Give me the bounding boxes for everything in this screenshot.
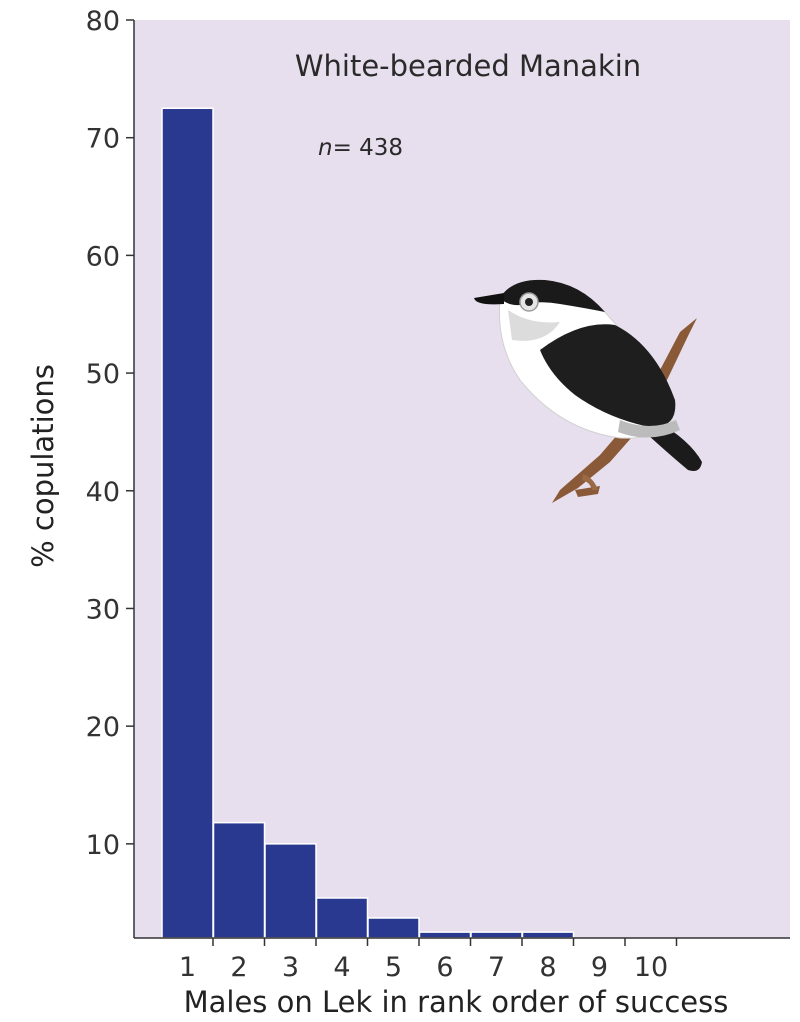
y-tick-label: 60 <box>86 241 120 272</box>
sample-size-annotation: n= 438 <box>318 135 403 161</box>
x-tick-label-10: 10 <box>634 952 668 983</box>
bar-group <box>161 107 575 939</box>
y-tick-label: 20 <box>86 712 120 743</box>
bird-wing-edge-icon <box>618 420 680 438</box>
branch-icon <box>552 318 697 503</box>
y-tick-label: 30 <box>86 594 120 625</box>
bird-throat-shade-icon <box>508 310 560 341</box>
bar-rank-6 <box>418 931 472 939</box>
x-axis-title: Males on Lek in rank order of success <box>184 985 729 1019</box>
bird-eye-icon <box>525 298 533 306</box>
x-tick-label-9: 9 <box>591 952 608 983</box>
y-tick-label: 80 <box>86 6 120 37</box>
bird-foot-icon <box>582 474 598 490</box>
bird-cap-icon <box>500 279 605 312</box>
x-axis-ticks: 1 2 3 4 5 6 7 8 9 10 <box>179 938 678 983</box>
white-bearded-manakin-bird-icon <box>474 279 702 503</box>
bar-rank-7 <box>470 931 523 939</box>
bar-rank-2 <box>212 821 266 939</box>
plot-area <box>134 20 790 938</box>
y-tick-label: 70 <box>86 124 120 155</box>
bar-rank-8 <box>521 931 575 939</box>
y-tick-label: 50 <box>86 359 120 390</box>
bird-beak-icon <box>474 293 504 305</box>
x-tick-label-3: 3 <box>282 952 299 983</box>
x-tick-label-2: 2 <box>230 952 247 983</box>
sample-size-value: = 438 <box>333 135 403 161</box>
x-tick-label-8: 8 <box>539 952 556 983</box>
x-tick-label-4: 4 <box>333 952 350 983</box>
bar-rank-5 <box>367 917 420 939</box>
x-tick-label-7: 7 <box>488 952 505 983</box>
bar-rank-1 <box>161 107 214 939</box>
y-axis-ticks: 10 20 30 40 50 60 70 80 <box>86 6 134 861</box>
y-tick-label: 40 <box>86 477 120 508</box>
bird-wing-icon <box>540 324 676 428</box>
x-tick-label-1: 1 <box>179 952 196 983</box>
chart-title: White-bearded Manakin <box>295 49 641 83</box>
bar-rank-3 <box>264 843 317 939</box>
sample-size-symbol: n <box>318 135 333 161</box>
y-axis-title: % copulations <box>26 364 60 568</box>
x-tick-label-5: 5 <box>385 952 402 983</box>
x-tick-label-6: 6 <box>436 952 453 983</box>
bar-rank-4 <box>315 897 369 939</box>
y-tick-label: 10 <box>86 830 120 861</box>
